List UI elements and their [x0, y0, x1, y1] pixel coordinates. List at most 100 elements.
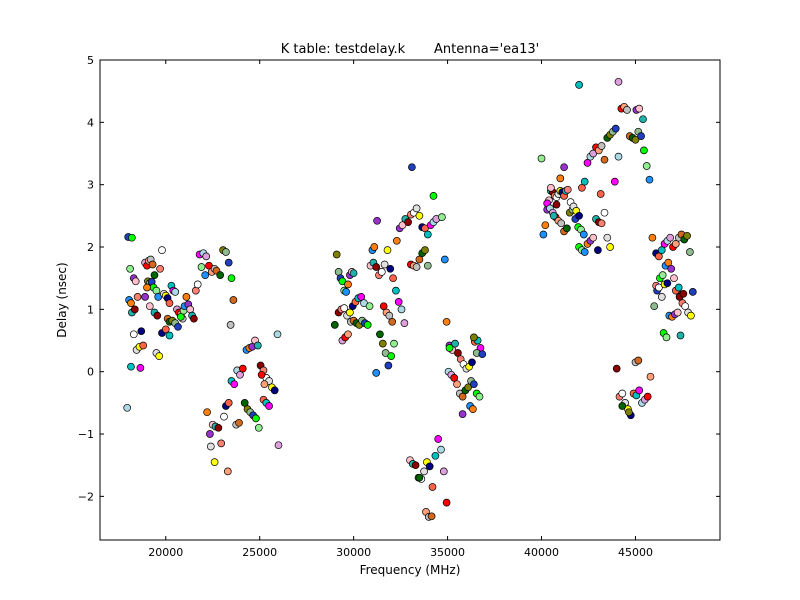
data-point	[578, 183, 586, 192]
data-point	[671, 240, 680, 248]
data-point	[642, 162, 651, 170]
data-point	[434, 435, 443, 443]
data-point	[411, 461, 420, 470]
data-point	[674, 283, 683, 292]
data-point	[260, 380, 269, 389]
data-point	[563, 185, 572, 194]
data-point	[637, 132, 645, 140]
data-point	[127, 299, 135, 307]
data-point	[174, 322, 182, 331]
data-point	[254, 423, 263, 432]
data-point	[657, 293, 666, 301]
data-point	[639, 115, 647, 124]
data-point	[645, 175, 654, 184]
data-point	[387, 352, 396, 360]
data-point	[657, 246, 666, 254]
x-tick-label: 30000	[336, 546, 371, 559]
data-point	[606, 243, 614, 251]
data-point	[152, 286, 161, 295]
data-point	[580, 248, 589, 256]
y-tick-label: −1	[78, 428, 94, 441]
data-point	[635, 104, 644, 113]
data-point	[394, 298, 403, 306]
x-tick-label: 40000	[524, 546, 559, 559]
data-point	[201, 271, 210, 279]
data-point	[136, 364, 145, 372]
x-axis-label: Frequency (MHz)	[360, 563, 461, 577]
data-point	[470, 333, 478, 342]
data-point	[451, 339, 459, 348]
data-point	[614, 152, 623, 161]
data-point	[392, 236, 401, 245]
data-point	[408, 163, 416, 172]
data-point	[384, 361, 393, 370]
data-point	[662, 333, 671, 342]
data-point	[666, 233, 675, 242]
data-point	[365, 302, 374, 311]
data-point	[596, 190, 605, 198]
data-point	[127, 362, 135, 371]
data-point	[425, 462, 434, 471]
data-point	[380, 260, 389, 269]
data-point	[210, 458, 219, 466]
data-point	[334, 268, 343, 276]
data-point	[412, 263, 421, 271]
data-point	[340, 304, 349, 312]
data-point	[404, 218, 412, 226]
data-point	[454, 349, 462, 357]
data-point	[575, 211, 583, 220]
y-tick-label: −2	[78, 490, 94, 503]
data-point	[206, 430, 214, 438]
data-point	[145, 302, 154, 311]
data-point	[415, 211, 424, 220]
data-point	[176, 312, 185, 321]
data-point	[156, 264, 164, 273]
data-point	[589, 233, 598, 242]
data-point	[190, 314, 198, 323]
data-point	[611, 124, 620, 133]
data-point	[631, 135, 640, 144]
data-point	[238, 364, 247, 373]
data-point	[236, 370, 244, 379]
data-point	[673, 308, 682, 317]
data-point	[549, 211, 558, 220]
data-point	[224, 399, 233, 407]
data-point	[274, 441, 283, 450]
data-point	[230, 380, 239, 389]
data-point	[224, 258, 233, 267]
data-point	[612, 364, 621, 373]
data-point	[557, 219, 566, 228]
data-point	[541, 221, 550, 230]
x-tick-label: 20000	[148, 546, 183, 559]
data-point	[438, 213, 446, 221]
data-point	[158, 246, 166, 254]
y-tick-label: 4	[87, 116, 94, 129]
data-point	[161, 325, 170, 334]
data-point	[372, 369, 381, 377]
data-point	[392, 286, 400, 295]
data-point	[388, 317, 397, 326]
data-point	[681, 302, 690, 311]
data-point	[415, 255, 424, 264]
data-point	[597, 142, 606, 150]
data-point	[344, 330, 352, 339]
data-point	[344, 280, 352, 289]
data-point	[634, 356, 643, 365]
data-point	[150, 271, 159, 279]
data-point	[223, 467, 232, 476]
data-point	[537, 154, 546, 163]
plot-frame	[99, 59, 721, 541]
data-point	[220, 412, 228, 421]
data-point	[579, 230, 588, 239]
data-point	[383, 246, 392, 254]
data-point	[372, 263, 381, 271]
y-tick-label: 1	[87, 303, 94, 316]
data-point	[625, 408, 633, 417]
data-point	[412, 204, 421, 213]
data-point	[389, 274, 397, 283]
data-point	[646, 372, 655, 381]
data-point	[229, 296, 238, 304]
y-tick-label: 3	[87, 179, 94, 192]
data-point	[600, 155, 609, 164]
